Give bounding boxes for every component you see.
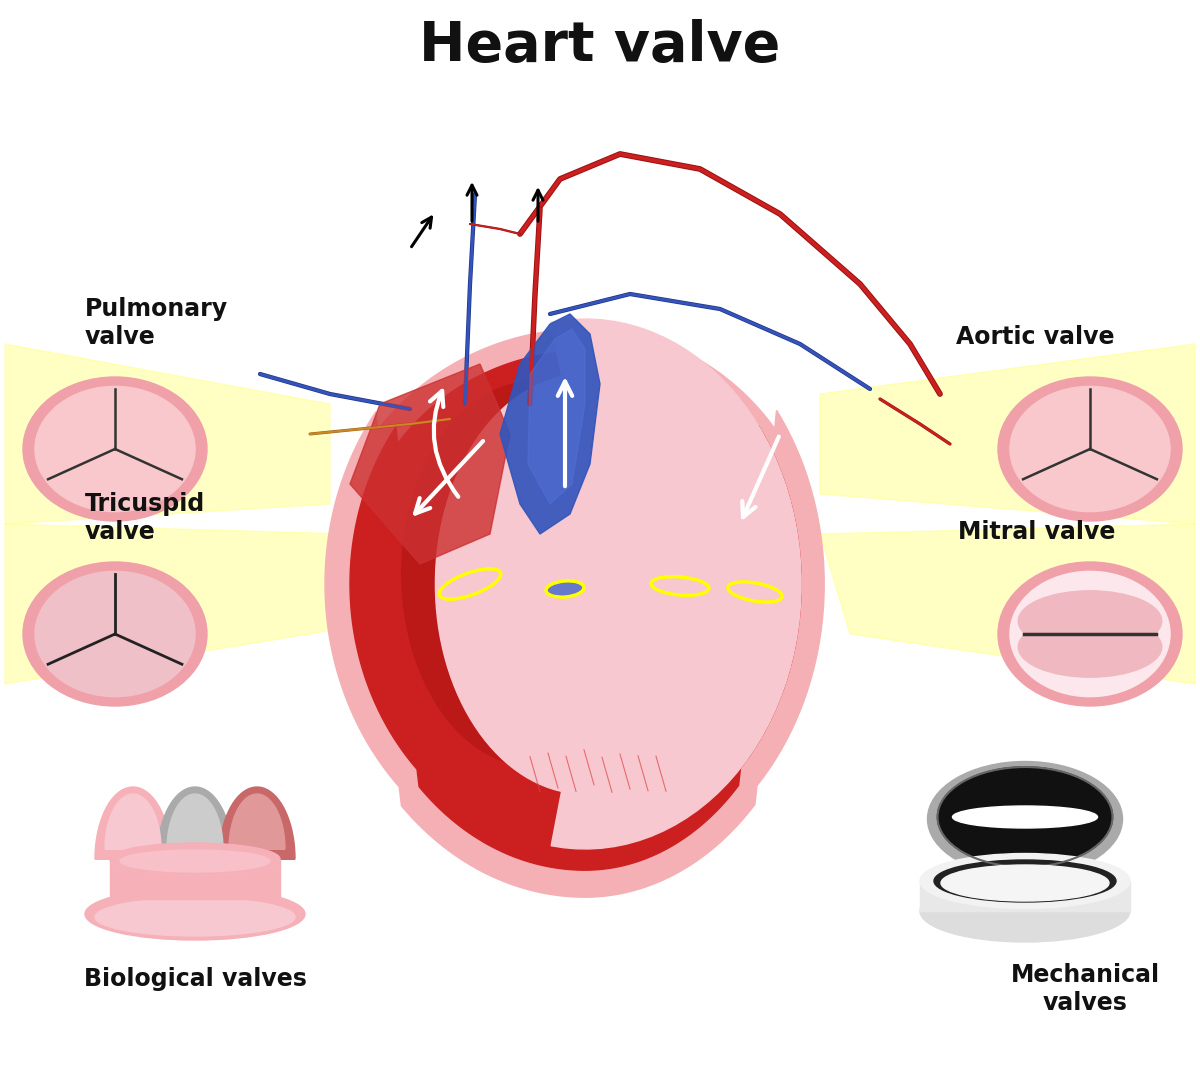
Polygon shape bbox=[5, 524, 370, 684]
Ellipse shape bbox=[35, 571, 196, 697]
Polygon shape bbox=[1090, 388, 1168, 479]
Polygon shape bbox=[920, 881, 1130, 911]
Polygon shape bbox=[820, 524, 1195, 684]
Polygon shape bbox=[436, 319, 802, 849]
Polygon shape bbox=[402, 382, 661, 766]
Text: Pulmonary
valve: Pulmonary valve bbox=[85, 297, 228, 349]
Ellipse shape bbox=[998, 562, 1182, 706]
Polygon shape bbox=[500, 314, 600, 534]
Polygon shape bbox=[229, 795, 284, 849]
Ellipse shape bbox=[934, 860, 1116, 902]
Polygon shape bbox=[350, 364, 510, 564]
Polygon shape bbox=[820, 344, 1195, 524]
Polygon shape bbox=[528, 330, 586, 504]
Polygon shape bbox=[157, 787, 233, 859]
Ellipse shape bbox=[95, 898, 295, 935]
Ellipse shape bbox=[920, 880, 1130, 942]
Text: Aortic valve: Aortic valve bbox=[956, 325, 1115, 349]
Text: Tricuspid
valve: Tricuspid valve bbox=[85, 492, 205, 544]
Ellipse shape bbox=[85, 888, 305, 940]
Ellipse shape bbox=[23, 562, 208, 706]
Text: Mechanical
valves: Mechanical valves bbox=[1010, 963, 1159, 1015]
Polygon shape bbox=[532, 418, 769, 779]
Ellipse shape bbox=[920, 853, 1130, 908]
Ellipse shape bbox=[547, 582, 582, 596]
Ellipse shape bbox=[35, 386, 196, 512]
Ellipse shape bbox=[120, 850, 270, 872]
Polygon shape bbox=[325, 328, 824, 898]
Ellipse shape bbox=[23, 377, 208, 521]
Polygon shape bbox=[220, 787, 295, 859]
Ellipse shape bbox=[998, 377, 1182, 521]
Ellipse shape bbox=[937, 767, 1112, 867]
Text: Heart valve: Heart valve bbox=[419, 20, 781, 73]
Ellipse shape bbox=[110, 843, 280, 875]
Ellipse shape bbox=[1010, 571, 1170, 697]
Polygon shape bbox=[5, 344, 330, 524]
Polygon shape bbox=[37, 388, 115, 479]
Polygon shape bbox=[1024, 468, 1157, 509]
Ellipse shape bbox=[110, 843, 280, 875]
Ellipse shape bbox=[941, 865, 1109, 901]
Polygon shape bbox=[350, 351, 802, 870]
Polygon shape bbox=[110, 859, 280, 899]
Polygon shape bbox=[95, 787, 172, 859]
Ellipse shape bbox=[1010, 386, 1170, 512]
Text: Mitral valve: Mitral valve bbox=[958, 520, 1115, 544]
Polygon shape bbox=[1013, 388, 1090, 479]
Polygon shape bbox=[115, 388, 192, 479]
Polygon shape bbox=[106, 795, 161, 849]
Polygon shape bbox=[48, 468, 182, 509]
Ellipse shape bbox=[928, 761, 1122, 877]
Ellipse shape bbox=[953, 806, 1098, 828]
Text: Biological valves: Biological valves bbox=[84, 967, 306, 991]
Ellipse shape bbox=[1019, 591, 1162, 651]
Polygon shape bbox=[167, 795, 223, 849]
Ellipse shape bbox=[1019, 617, 1162, 678]
